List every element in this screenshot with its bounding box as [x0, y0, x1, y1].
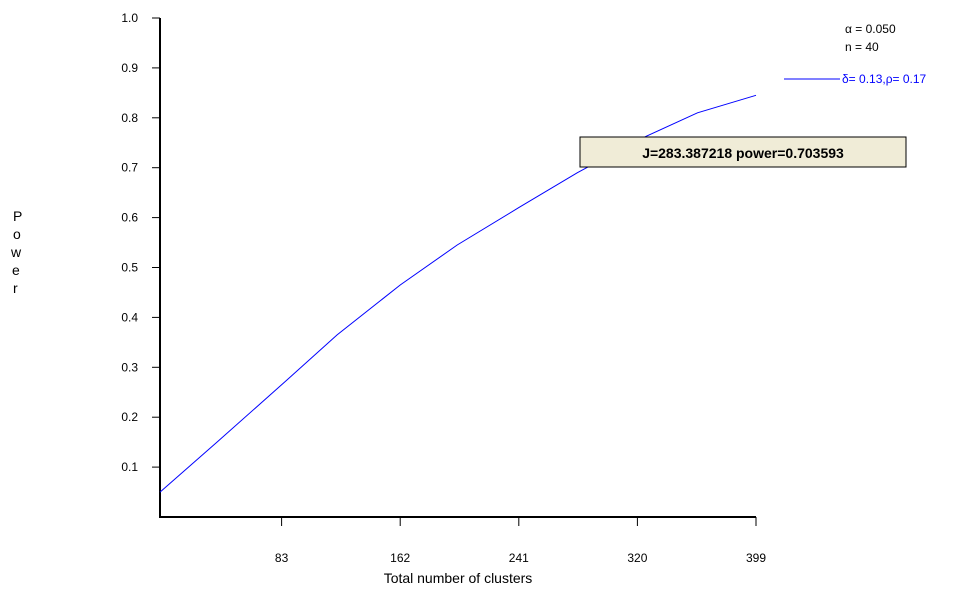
x-tick-label: 399	[746, 551, 766, 565]
y-title-letter: r	[13, 280, 18, 296]
tooltip-label: J=283.387218 power=0.703593	[642, 145, 844, 161]
y-tick-label: 0.8	[121, 111, 138, 125]
y-axis-title: P o w e r	[10, 208, 22, 296]
y-tick-label: 0.4	[121, 310, 138, 324]
y-tick-label: 0.1	[121, 460, 138, 474]
tooltip-box	[579, 136, 907, 168]
x-tick-label: 83	[275, 551, 289, 565]
y-tick-label: 0.2	[121, 410, 138, 424]
x-tick-label: 320	[627, 551, 647, 565]
n-parameter: n = 40	[845, 40, 879, 54]
y-title-letter: P	[13, 208, 22, 224]
y-tick-label: 0.5	[121, 261, 138, 275]
y-tick-label: 0.7	[121, 161, 138, 175]
y-axis-ticks: 0.1 0.2 0.3 0.4 0.5 0.6 0.7 0.8 0.9 1.0	[121, 11, 160, 474]
series-line[interactable]	[159, 94, 757, 493]
data-tooltip: J=283.387218 power=0.703593	[579, 136, 907, 168]
x-axis-ticks: 83 162 241 320 399	[275, 517, 766, 565]
legend: δ= 0.13,ρ= 0.17	[784, 72, 927, 86]
x-tick-label: 162	[390, 551, 410, 565]
y-tick-label: 0.6	[121, 211, 138, 225]
y-title-letter: e	[12, 262, 20, 278]
x-axis-title: Total number of clusters	[384, 570, 533, 586]
x-tick-label: 241	[509, 551, 529, 565]
legend-label: δ= 0.13,ρ= 0.17	[842, 72, 927, 86]
y-tick-label: 0.9	[121, 61, 138, 75]
y-tick-label: 1.0	[121, 11, 138, 25]
y-title-letter: w	[10, 244, 22, 260]
alpha-parameter: α = 0.050	[845, 22, 896, 36]
y-tick-label: 0.3	[121, 360, 138, 374]
y-title-letter: o	[13, 226, 21, 242]
